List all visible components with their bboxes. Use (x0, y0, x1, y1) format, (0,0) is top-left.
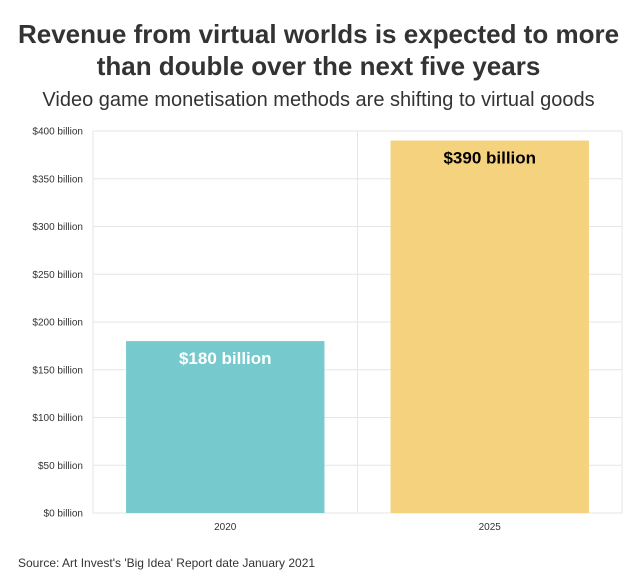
bar-2020 (126, 341, 325, 513)
y-axis-ticks: $0 billion $50 billion $100 billion $150 bi… (32, 127, 83, 520)
chart-title: Revenue from virtual worlds is expected … (17, 19, 620, 81)
chart-subtitle: Video game monetisation methods are shif… (42, 89, 595, 111)
y-tick-label: $400 billion (32, 127, 83, 138)
y-tick-label: $150 billion (32, 365, 83, 376)
y-tick-label: $250 billion (32, 270, 83, 281)
bars (126, 140, 589, 514)
y-tick-label: $200 billion (32, 318, 83, 329)
y-tick-label: $300 billion (32, 222, 83, 233)
y-tick-label: $0 billion (44, 509, 83, 520)
source-note: Source: Art Invest's 'Big Idea' Report d… (18, 556, 316, 570)
bar-2025 (390, 140, 589, 514)
x-tick-label: 2025 (479, 522, 502, 533)
x-axis-ticks: 2020 2025 (214, 522, 501, 533)
data-labels: $180 billion $390 billion (179, 149, 536, 369)
data-label: $180 billion (179, 349, 272, 368)
y-tick-label: $350 billion (32, 174, 83, 185)
x-tick-label: 2020 (214, 522, 237, 533)
y-tick-label: $100 billion (32, 413, 83, 424)
y-tick-label: $50 billion (38, 461, 83, 472)
data-label: $390 billion (443, 149, 536, 168)
